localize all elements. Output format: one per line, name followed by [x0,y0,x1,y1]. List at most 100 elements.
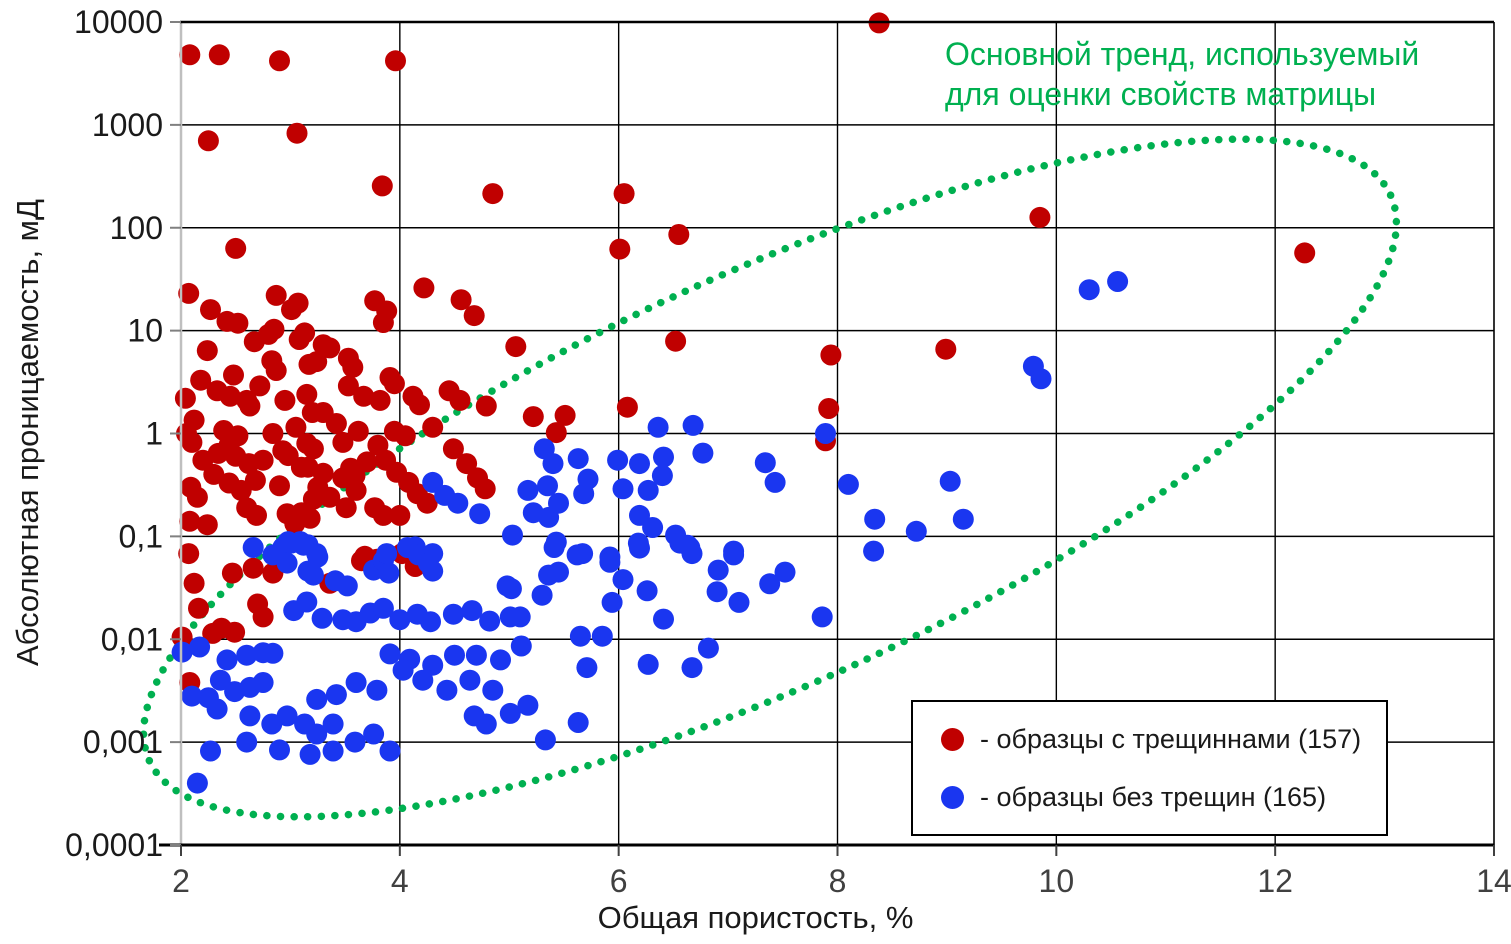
unfractured-sample-point [372,597,394,619]
unfractured-sample-point [864,508,886,530]
unfractured-sample-point [569,625,591,647]
fractured-sample-point [449,389,471,411]
unfractured-sample-point [181,685,203,707]
unfractured-sample-point [442,603,464,625]
fractured-sample-point [332,467,354,489]
unfractured-sample-point [461,600,483,622]
fractured-sample-point [416,492,438,514]
fractured-sample-point [442,438,464,460]
unfractured-sample-point [325,684,347,706]
unfractured-sample-point [216,649,238,671]
fractured-sample-point [246,504,267,526]
unfractured-sample-point [905,520,927,542]
y-tick-label: 0,1 [119,518,163,554]
unfractured-sample-point [465,644,487,666]
unfractured-sample-point [537,475,558,497]
fractured-sample-point [319,337,341,359]
unfractured-sample-point [952,508,974,530]
unfractured-sample-point [577,468,599,490]
y-axis-title: Абсолютная проницаемость, мД [10,199,45,666]
unfractured-sample-point [754,452,776,474]
fractured-sample-point [269,50,290,72]
unfractured-sample-point [576,657,598,679]
unfractured-sample-point [344,731,366,753]
fractured-sample-point [616,396,638,418]
unfractured-sample-point [517,694,539,716]
fractured-sample-point [223,364,244,386]
unfractured-sample-point [837,473,859,495]
unfractured-sample-point [366,679,388,701]
fractured-sample-point [450,289,472,311]
fractured-sample-point [196,340,218,362]
unfractured-sample-point [475,713,497,735]
fractured-sample-point [296,383,318,405]
unfractured-sample-point [543,537,565,558]
y-tick-label: 10000 [74,4,163,40]
fractured-sample-point [294,322,316,344]
unfractured-sample-point [531,584,553,606]
fractured-sample-point [383,373,405,395]
fractured-sample-point [178,282,200,304]
unfractured-sample-point [296,591,318,613]
x-tick-label: 6 [610,863,628,899]
unfractured-sample-point [322,713,344,735]
unfractured-sample-point [637,653,659,675]
unfractured-sample-point [612,569,634,591]
unfractured-sample-point [1030,368,1052,390]
unfractured-sample-point [262,642,284,664]
unfractured-sample-point [1078,279,1100,301]
unfractured-sample-point [728,591,750,613]
unfractured-sample-point [692,442,714,464]
unfractured-sample-point [200,740,221,762]
unfractured-sample-point [723,544,745,566]
trend-ellipse [139,135,1401,821]
legend-item-fractured: - образцы с трещиннами (157) [941,724,1386,755]
unfractured-sample-point [389,609,411,631]
unfractured-sample-point [482,679,504,701]
fractured-sample-point [372,504,394,526]
fractured-sample-point [935,338,957,360]
fractured-sample-point [179,44,201,66]
unfractured-sample-point [269,739,290,761]
y-tick-label: 0,0001 [65,827,163,863]
x-tick-label: 4 [391,863,409,899]
fractured-sample-point [307,476,329,498]
unfractured-sample-point [345,672,367,693]
fractured-sample-point [225,445,247,467]
unfractured-sample-point [420,611,441,633]
fractured-sample-point [1029,206,1051,228]
fractured-sample-point [249,375,271,397]
fractured-sample-point [347,420,369,442]
unfractured-sample-point [697,637,719,659]
unfractured-sample-point [637,479,659,501]
unfractured-sample-point [236,644,258,666]
y-tick-label: 100 [110,210,163,246]
fractured-sample-point [174,387,196,409]
fractured-sample-point [342,356,364,378]
fractured-sample-point [284,513,306,535]
fractured-sample-point [665,330,687,352]
fractured-sample-point [179,510,201,532]
unfractured-sample-point [651,465,673,487]
fractured-sample-point [225,237,247,259]
y-tick-label: 10 [127,313,163,349]
fractured-sample-point [345,479,367,501]
unfractured-sample-point [636,580,658,602]
unfractured-sample-point [502,524,523,546]
unfractured-sample-point [774,561,796,583]
unfractured-sample-point [534,729,556,751]
unfractured-sample-point [682,414,704,436]
trend-annotation-text: Основной тренд, используемый для оценки … [945,34,1419,114]
fractured-sample-point [609,238,631,260]
fractured-sample-point [545,422,567,444]
x-tick-label: 12 [1257,863,1293,899]
fractured-sample-point [668,224,690,245]
unfractured-sample-point [186,772,208,794]
fractured-sample-point [202,622,224,644]
fractured-sample-point [208,44,230,66]
fractured-sample-point [285,416,307,438]
unfractured-sample-point [811,606,833,628]
unfractured-sample-point [939,470,961,492]
fractured-sample-point [353,385,375,407]
